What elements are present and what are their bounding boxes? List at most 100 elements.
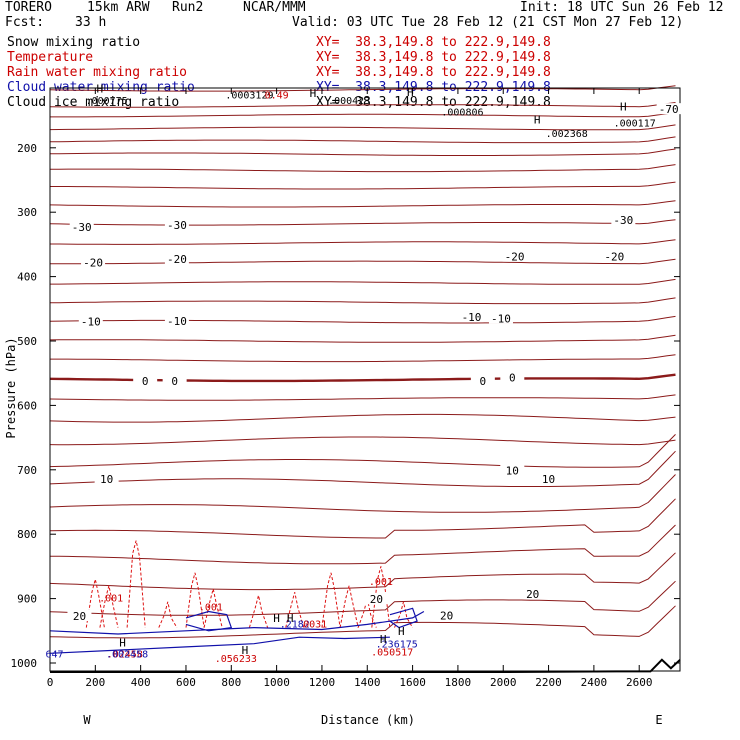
temperature-label: -10 (491, 312, 511, 325)
maximum-marker: H (287, 612, 294, 625)
temperature-label-bg (364, 593, 389, 605)
isotherm-line (49, 580, 676, 616)
maximum-marker: H (380, 633, 387, 646)
legend-temperature-name: Temperature (7, 50, 94, 65)
maximum-marker: H (534, 113, 541, 126)
cloud-water-contour (49, 610, 425, 635)
maximum-marker: H (310, 87, 317, 100)
y-tick-label: 400 (17, 271, 37, 284)
x-axis-right-label: E (655, 713, 662, 727)
temperature-label-bg (500, 464, 525, 476)
rain-contour (321, 572, 341, 628)
contour-labels: -70-30 -30 -30-20 -20 -20 -20-10 -10 -10 -100 0 0 0… (46, 83, 681, 665)
isotherm-line (49, 136, 676, 144)
temperature-label-bg (656, 103, 681, 115)
cloud-water-contour (49, 636, 390, 654)
init-time: Init: 18 UTC Sun 26 Feb 12 (520, 0, 724, 15)
temperature-label: 20 (370, 593, 383, 606)
legend-snow-name: Snow mixing ratio (7, 35, 141, 50)
legend-rain-xy: XY= 38.3,149.8 to 222.9,149.8 (316, 65, 551, 80)
temperature-label: -10 (462, 311, 482, 324)
temperature-label: 0 (509, 372, 516, 385)
terrain-line (50, 658, 681, 673)
temperature-label: 10 (506, 464, 519, 477)
cloud-water-contour (185, 610, 233, 632)
temperature-label-bg (434, 609, 459, 621)
temperature-label-bg (164, 315, 189, 327)
y-tick-label: 600 (17, 399, 37, 412)
temperature-contours (49, 85, 676, 639)
run-label: Run2 (172, 0, 204, 15)
isotherm-line (49, 474, 676, 513)
isotherm-line (49, 334, 676, 343)
maximum-marker: H (620, 101, 627, 114)
temperature-label: -20 (167, 253, 187, 266)
x-tick-label: 2600 (626, 676, 653, 689)
axis-ticks: 0 200 400 600 800 1000 1200 1400 1600 1800 2000 220… (11, 88, 680, 689)
isotherm-line (49, 394, 676, 401)
temperature-label-bg (164, 219, 189, 231)
rain-contour (248, 595, 269, 628)
temperature-label: 0 (142, 375, 149, 388)
temperature-label: -10 (167, 315, 187, 328)
x-tick-label: 2000 (490, 676, 517, 689)
temperature-label-bg (78, 315, 103, 327)
rain-contour (126, 540, 146, 628)
isotherm-line (50, 164, 676, 173)
x-tick-label: 800 (221, 676, 241, 689)
y-axis-title: Pressure (hPa) (4, 337, 18, 438)
plot-border (49, 87, 681, 672)
mixing-ratio-label: .001 (99, 593, 123, 604)
mixing-ratio-label: 0.49 (265, 90, 289, 101)
rain-contour (339, 585, 359, 628)
temperature-label-bg (67, 609, 92, 621)
temperature-label-bg (611, 213, 636, 225)
x-tick-label: 600 (176, 676, 196, 689)
temperature-label: 20 (73, 610, 86, 623)
temperature-label-bg (470, 374, 495, 386)
y-tick-label: 900 (17, 593, 37, 606)
isotherm-line (50, 278, 676, 285)
x-tick-label: 200 (85, 676, 105, 689)
mixing-ratio-label: .000806 (441, 108, 483, 119)
temperature-label: -70 (659, 103, 679, 116)
rain-contour (99, 585, 119, 628)
x-tick-label: 1400 (354, 676, 381, 689)
isotherm-line (49, 297, 676, 305)
temperature-label: 20 (526, 588, 539, 601)
plot-frame (49, 87, 681, 672)
isotherm-line (50, 258, 676, 265)
temperature-label-bg (602, 250, 627, 262)
isotherm-line (49, 102, 676, 108)
model-name: TORERO (5, 0, 52, 15)
valid-time: Valid: 03 UTC Tue 28 Feb 12 (21 CST Mon … (292, 15, 684, 30)
x-axis-title: Distance (km) (321, 713, 415, 727)
x-tick-label: 2200 (535, 676, 562, 689)
mixing-ratio-label: .001 (369, 577, 393, 588)
isotherm-line (49, 498, 676, 539)
rain-contour (185, 572, 205, 628)
isotherm-line (49, 219, 676, 226)
rain-contour (394, 601, 414, 628)
isotherm-line (49, 436, 676, 446)
rain-contour (285, 592, 305, 628)
maximum-marker: H (119, 636, 126, 649)
mixing-ratio-label: .056233 (215, 654, 257, 665)
maximum-marker: H (407, 86, 414, 99)
temperature-label: 20 (440, 609, 453, 622)
mixing-ratio-label: .001 (199, 602, 223, 613)
maximum-marker: H (242, 644, 249, 657)
temperature-label: -10 (81, 316, 101, 329)
y-tick-label: 800 (17, 528, 37, 541)
maximum-marker: H (398, 625, 405, 638)
temperature-label-bg (133, 374, 158, 386)
temperature-label: 0 (171, 375, 178, 388)
y-tick-label: 1000 (11, 657, 38, 670)
x-tick-label: 1000 (263, 676, 290, 689)
mixing-ratio-label: .002368 (546, 129, 588, 140)
mixing-ratio-label: .000117 (614, 119, 656, 130)
mixing-ratio-label: 0031 (303, 620, 327, 631)
cloud-water-contour (389, 607, 418, 629)
organization: NCAR/MMM (243, 0, 306, 15)
